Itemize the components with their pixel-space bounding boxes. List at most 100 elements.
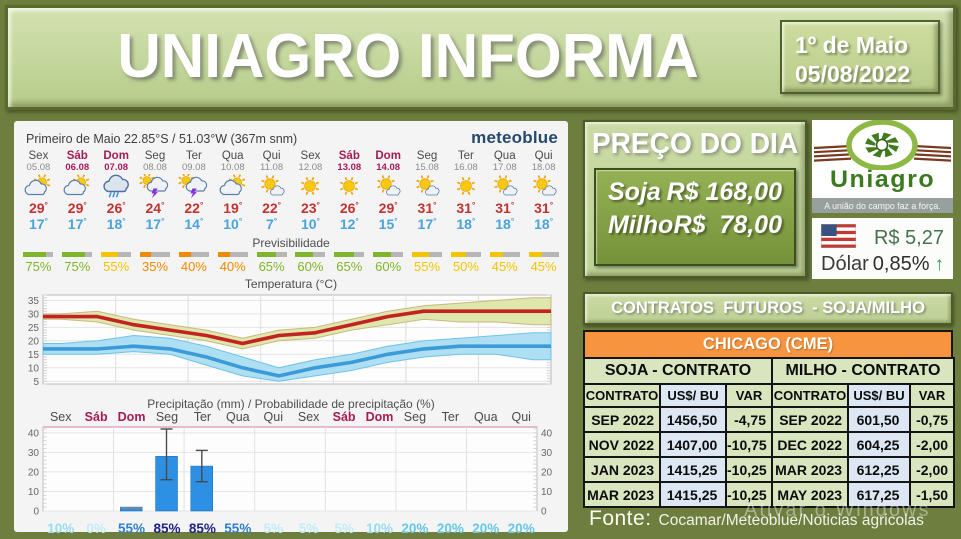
predictability-value: 45%: [530, 258, 557, 274]
contracts-table: SOJA - CONTRATO MILHO - CONTRATO CONTRATO U…: [582, 357, 956, 508]
forecast-day: Sáb 06.08 29° 17°: [58, 150, 97, 233]
svg-text:10: 10: [28, 487, 40, 498]
predictability-row: 75% 75% 55% 35% 40% 40% 65% 60% 65% 60% …: [14, 251, 568, 274]
contract-cell: DEC 2022: [771, 431, 850, 458]
svg-text:0: 0: [33, 506, 39, 517]
sun-small-cloud-icon: [485, 174, 524, 200]
predictability-value: 60%: [375, 258, 402, 274]
svg-text:20: 20: [28, 336, 40, 347]
precipitation-probability-row: 10% 0% 55% 85% 85% 55% 5% 5% 5% 10% 20% 20% 20% 20%: [43, 521, 539, 536]
svg-text:25: 25: [28, 323, 40, 334]
sunny-icon: [446, 174, 485, 200]
sun-small-cloud-icon: [252, 174, 291, 200]
price-row-milho: Milho R$ 78,00: [608, 211, 782, 240]
day-name: Sáb: [66, 150, 88, 162]
temp-min: 17°: [67, 216, 87, 233]
predictability-value: 60%: [297, 258, 324, 274]
predictability-value: 75%: [64, 258, 91, 274]
precip-probability: 20%: [507, 520, 535, 536]
weather-location: Primeiro de Maio 22.85°S / 51.03°W (367m…: [26, 132, 298, 146]
precip-day-label: Dom: [117, 409, 146, 424]
predictability-bar: [217, 251, 248, 257]
predictability-cell: 60%: [369, 251, 408, 274]
day-date: 07.08: [104, 161, 129, 173]
forecast-day: Dom 14.08 29° 15°: [369, 150, 408, 233]
header-banner: UNIAGRO INFORMA 1º de Maio 05/08/2022: [5, 5, 956, 110]
dollar-box: R$ 5,27 Dólar 0,85% ↑: [812, 218, 953, 279]
day-name: Dom: [103, 150, 129, 162]
temp-max: 24°: [145, 200, 165, 217]
precip-probability: 20%: [472, 520, 500, 536]
contracts-row: NOV 2022 1407,00 -10,75 DEC 2022 604,25 -2,00: [583, 431, 956, 458]
svg-text:30: 30: [541, 448, 553, 459]
var-cell: -2,00: [909, 431, 956, 458]
temp-max: 31°: [495, 200, 515, 217]
predictability-cell: 40%: [213, 251, 252, 274]
day-date: 15.08: [415, 161, 439, 173]
predictability-bar: [334, 251, 365, 257]
predictability-value: 45%: [491, 258, 518, 274]
day-name: Qui: [262, 150, 281, 162]
temp-min: 17°: [145, 216, 165, 233]
svg-text:5: 5: [33, 377, 39, 388]
precip-probability: 5%: [263, 520, 283, 536]
sun-cloud-icon: [19, 174, 58, 200]
bulletin-title: UNIAGRO INFORMA: [117, 21, 699, 91]
column-header: CONTRATO: [583, 383, 661, 408]
temp-min: 18°: [495, 216, 515, 233]
contracts-row: MAR 2023 1415,25 -10,25 MAY 2023 617,25 -1,50: [583, 481, 956, 508]
price-of-day-title: PREÇO DO DIA: [591, 128, 799, 160]
svg-text:10: 10: [541, 487, 553, 498]
temp-max: 31°: [534, 200, 554, 217]
precip-day-label: Dom: [365, 409, 394, 424]
sunny-icon: [330, 174, 369, 200]
precip-probability: 5%: [298, 520, 319, 536]
temp-max: 22°: [184, 200, 204, 217]
day-date: 09.08: [181, 161, 206, 173]
milho-group-header: MILHO - CONTRATO: [771, 357, 956, 385]
svg-text:20: 20: [541, 467, 553, 478]
precip-day-label: Sex: [297, 409, 320, 424]
sunny-icon: [291, 174, 330, 200]
temp-max: 31°: [417, 200, 437, 217]
us-flag-icon: [820, 223, 857, 253]
precip-day-label: Sex: [49, 409, 72, 424]
dollar-label: Dólar: [821, 253, 869, 276]
milho-label: Milho: [608, 211, 674, 239]
windows-activation-watermark: Ativar o Windows: [744, 499, 931, 521]
forecast-day: Seg 15.08 31° 17°: [408, 150, 447, 233]
price-cell: 604,25: [847, 431, 912, 458]
temp-min: 14°: [184, 216, 204, 233]
forecast-day: Sex 05.08 29° 17°: [19, 150, 58, 233]
predictability-value: 65%: [336, 258, 363, 274]
day-name: Dom: [375, 150, 401, 162]
temp-min: 18°: [456, 216, 476, 233]
forecast-day: Sex 12.08 23° 10°: [291, 150, 330, 233]
temp-max: 29°: [28, 200, 48, 217]
predictability-bar: [178, 251, 209, 257]
column-header: US$/ BU: [659, 383, 727, 408]
predictability-cell: 45%: [524, 251, 563, 274]
predictability-bar: [528, 251, 559, 257]
precip-probability: 55%: [118, 520, 146, 536]
precip-day-label: Qua: [473, 409, 498, 424]
var-cell: -2,00: [909, 456, 956, 483]
forecast-day: Qui 18.08 31° 18°: [524, 150, 563, 233]
sun-small-cloud-icon: [369, 174, 408, 200]
milho-price: R$ 78,00: [673, 211, 782, 239]
forecast-strip: Sex 05.08 29° 17° Sáb 06.08 29° 17° Dom …: [14, 150, 568, 233]
date-line-2: 05/08/2022: [795, 61, 911, 88]
sun-small-cloud-icon: [524, 174, 563, 200]
precip-day-label: Qui: [511, 409, 531, 424]
temp-max: 26°: [339, 200, 359, 217]
price-cell: 612,25: [847, 456, 912, 483]
precipitation-chart: 0 0 10 10 20 20 30 30 40 40: [19, 424, 563, 522]
price-cell: 617,25: [847, 481, 912, 508]
predictability-bar: [23, 251, 54, 257]
precip-probability: 10%: [365, 520, 394, 536]
column-header: US$/ BU: [847, 383, 912, 408]
predictability-cell: 35%: [136, 251, 175, 274]
var-cell: -4,75: [724, 406, 774, 433]
predictability-bar: [412, 251, 443, 257]
weather-widget: Primeiro de Maio 22.85°S / 51.03°W (367m…: [14, 121, 568, 536]
